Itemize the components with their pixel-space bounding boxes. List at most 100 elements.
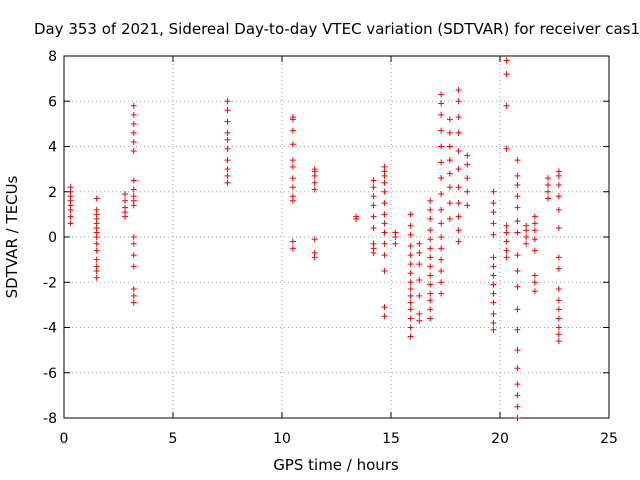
data-point (438, 159, 445, 166)
data-point (446, 170, 453, 177)
data-point (289, 127, 296, 134)
data-point (455, 238, 462, 245)
data-point (464, 161, 471, 168)
data-point (464, 202, 471, 209)
y-tick-label: -8 (43, 411, 57, 427)
data-point (289, 141, 296, 148)
data-point (438, 127, 445, 134)
data-point (130, 240, 137, 247)
y-tick-label: -6 (43, 366, 57, 382)
data-point (67, 184, 74, 191)
data-point (416, 240, 423, 247)
data-point (416, 317, 423, 324)
data-point (381, 188, 388, 195)
data-point (455, 148, 462, 155)
data-point (490, 272, 497, 279)
data-point (407, 261, 414, 268)
data-point (438, 175, 445, 182)
data-point (130, 193, 137, 200)
data-point (514, 365, 521, 372)
data-point (407, 211, 414, 218)
data-point (311, 186, 318, 193)
data-point (438, 279, 445, 286)
data-point (544, 188, 551, 195)
data-point (531, 272, 538, 279)
data-point (416, 276, 423, 283)
data-point (531, 247, 538, 254)
data-point (555, 181, 562, 188)
data-point (490, 326, 497, 333)
data-point (523, 240, 530, 247)
data-point (427, 215, 434, 222)
data-point (224, 166, 231, 173)
data-point (416, 249, 423, 256)
data-point (427, 245, 434, 252)
data-point (455, 213, 462, 220)
data-point (370, 177, 377, 184)
data-point (490, 290, 497, 297)
data-point (289, 175, 296, 182)
data-point (93, 274, 100, 281)
data-point (464, 188, 471, 195)
data-point (514, 392, 521, 399)
data-point (122, 197, 129, 204)
data-point (130, 120, 137, 127)
data-point (370, 240, 377, 247)
data-point (438, 100, 445, 107)
data-point (289, 114, 296, 121)
data-point (531, 213, 538, 220)
data-point (490, 231, 497, 238)
data-point (464, 175, 471, 182)
data-point (381, 252, 388, 259)
data-point (381, 211, 388, 218)
data-point (455, 166, 462, 173)
data-point (224, 107, 231, 114)
data-point (514, 403, 521, 410)
data-point (381, 267, 388, 274)
data-point (427, 254, 434, 261)
data-point (523, 234, 530, 240)
data-point (514, 283, 521, 290)
data-point (407, 286, 414, 293)
data-point (446, 184, 453, 191)
data-point (370, 213, 377, 220)
data-point (427, 315, 434, 322)
data-point (514, 157, 521, 164)
data-point (523, 222, 530, 229)
y-tick-label: -2 (43, 275, 57, 291)
data-point (438, 191, 445, 198)
y-tick-label: 8 (48, 49, 57, 65)
data-point (407, 292, 414, 299)
data-point (455, 114, 462, 121)
data-point (503, 102, 510, 109)
data-point (503, 57, 510, 64)
data-point (514, 172, 521, 179)
data-point (555, 297, 562, 304)
y-tick-label: 0 (48, 230, 57, 246)
data-point (514, 229, 521, 236)
data-point (514, 306, 521, 313)
data-point (446, 116, 453, 123)
x-tick-label: 10 (273, 431, 291, 447)
data-point (555, 315, 562, 322)
data-point (438, 206, 445, 213)
data-point (427, 281, 434, 288)
data-point (514, 204, 521, 211)
x-tick-label: 0 (60, 431, 69, 447)
data-point (224, 136, 231, 143)
data-point (490, 254, 497, 261)
y-tick-label: 6 (48, 94, 57, 110)
data-point (370, 202, 377, 209)
data-point (446, 200, 453, 207)
data-point (130, 138, 137, 145)
data-point (438, 256, 445, 263)
data-point (130, 102, 137, 109)
data-point (490, 188, 497, 195)
data-point (67, 220, 74, 227)
data-point (381, 229, 388, 236)
data-point (311, 179, 318, 186)
data-point (353, 213, 360, 220)
x-tick-label: 15 (382, 431, 400, 447)
